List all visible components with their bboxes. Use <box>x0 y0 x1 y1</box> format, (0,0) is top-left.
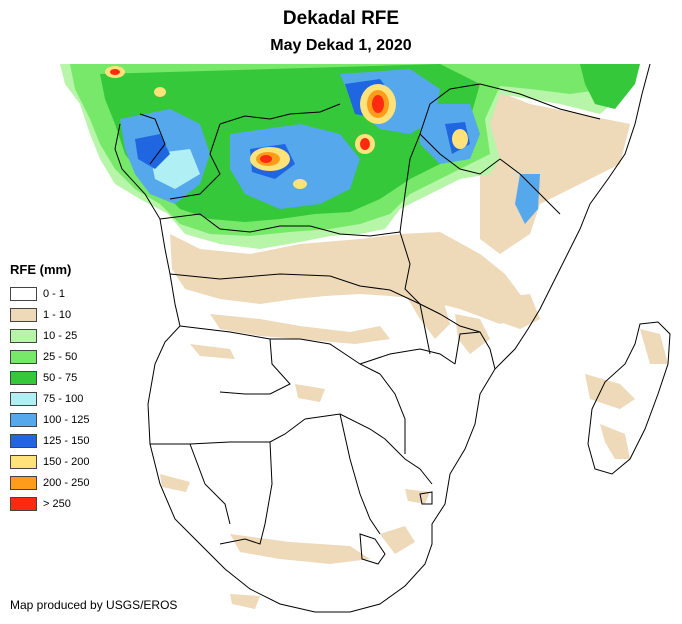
hotspot-red-1 <box>260 155 272 163</box>
east-coast-green <box>580 64 640 109</box>
legend-label: > 250 <box>43 497 71 510</box>
country-borders <box>114 64 671 613</box>
east-dry-band <box>480 84 630 254</box>
legend-item: 0 - 1 <box>10 283 89 304</box>
east-coast-blue <box>515 174 540 224</box>
wet-darkblue-1 <box>135 134 170 169</box>
legend-label: 100 - 125 <box>43 413 90 426</box>
dry-patches <box>160 279 668 609</box>
legend-label: 75 - 100 <box>43 392 84 405</box>
legend-item: 75 - 100 <box>10 388 89 409</box>
legend-item: 50 - 75 <box>10 367 89 388</box>
legend-swatch <box>10 412 37 427</box>
map-credit: Map produced by USGS/EROS <box>10 598 178 612</box>
wet-blue-central <box>230 124 360 209</box>
legend-item: 125 - 150 <box>10 430 89 451</box>
legend-label: 1 - 10 <box>43 308 72 321</box>
rainfall-wet-zone <box>60 64 640 324</box>
legend-label: 10 - 25 <box>43 329 78 342</box>
legend-swatch <box>10 286 37 301</box>
legend-item: > 250 <box>10 493 89 514</box>
legend-item: 25 - 50 <box>10 346 89 367</box>
legend-items: 0 - 1 1 - 10 10 - 25 25 - 50 50 - 75 75 - 100… <box>10 283 89 514</box>
legend-label: 150 - 200 <box>43 455 90 468</box>
legend-item: 200 - 250 <box>10 472 89 493</box>
africa-coastline <box>114 64 651 613</box>
rainfall-map <box>60 64 671 613</box>
legend-label: 25 - 50 <box>43 350 78 363</box>
hotspot-red-4 <box>110 69 120 75</box>
hotspot-yellow-7 <box>154 87 166 97</box>
legend-swatch <box>10 328 37 343</box>
legend-item: 1 - 10 <box>10 304 89 325</box>
hotspot-red-3 <box>360 138 370 150</box>
legend-label: 50 - 75 <box>43 371 78 384</box>
legend-item: 10 - 25 <box>10 325 89 346</box>
legend-label: 125 - 150 <box>43 434 90 447</box>
legend-swatch <box>10 454 37 469</box>
hotspot-red-2 <box>372 95 384 113</box>
legend-swatch <box>10 307 37 322</box>
legend: RFE (mm) 0 - 1 1 - 10 10 - 25 25 - 50 50 - 7… <box>10 262 89 514</box>
map-title: Dekadal RFE <box>282 8 400 29</box>
hotspot-yellow-6 <box>293 179 307 189</box>
legend-label: 200 - 250 <box>43 476 90 489</box>
legend-item: 100 - 125 <box>10 409 89 430</box>
legend-swatch <box>10 391 37 406</box>
legend-title: RFE (mm) <box>10 262 72 277</box>
madagascar-outline <box>587 321 671 475</box>
dry-band-1-10 <box>170 232 530 324</box>
map-subtitle: May Dekad 1, 2020 <box>270 37 412 54</box>
legend-swatch <box>10 475 37 490</box>
legend-swatch <box>10 349 37 364</box>
legend-swatch <box>10 370 37 385</box>
hotspot-yellow-5 <box>452 129 468 149</box>
legend-label: 0 - 1 <box>43 287 66 300</box>
legend-swatch <box>10 496 37 511</box>
legend-item: 150 - 200 <box>10 451 89 472</box>
legend-swatch <box>10 433 37 448</box>
